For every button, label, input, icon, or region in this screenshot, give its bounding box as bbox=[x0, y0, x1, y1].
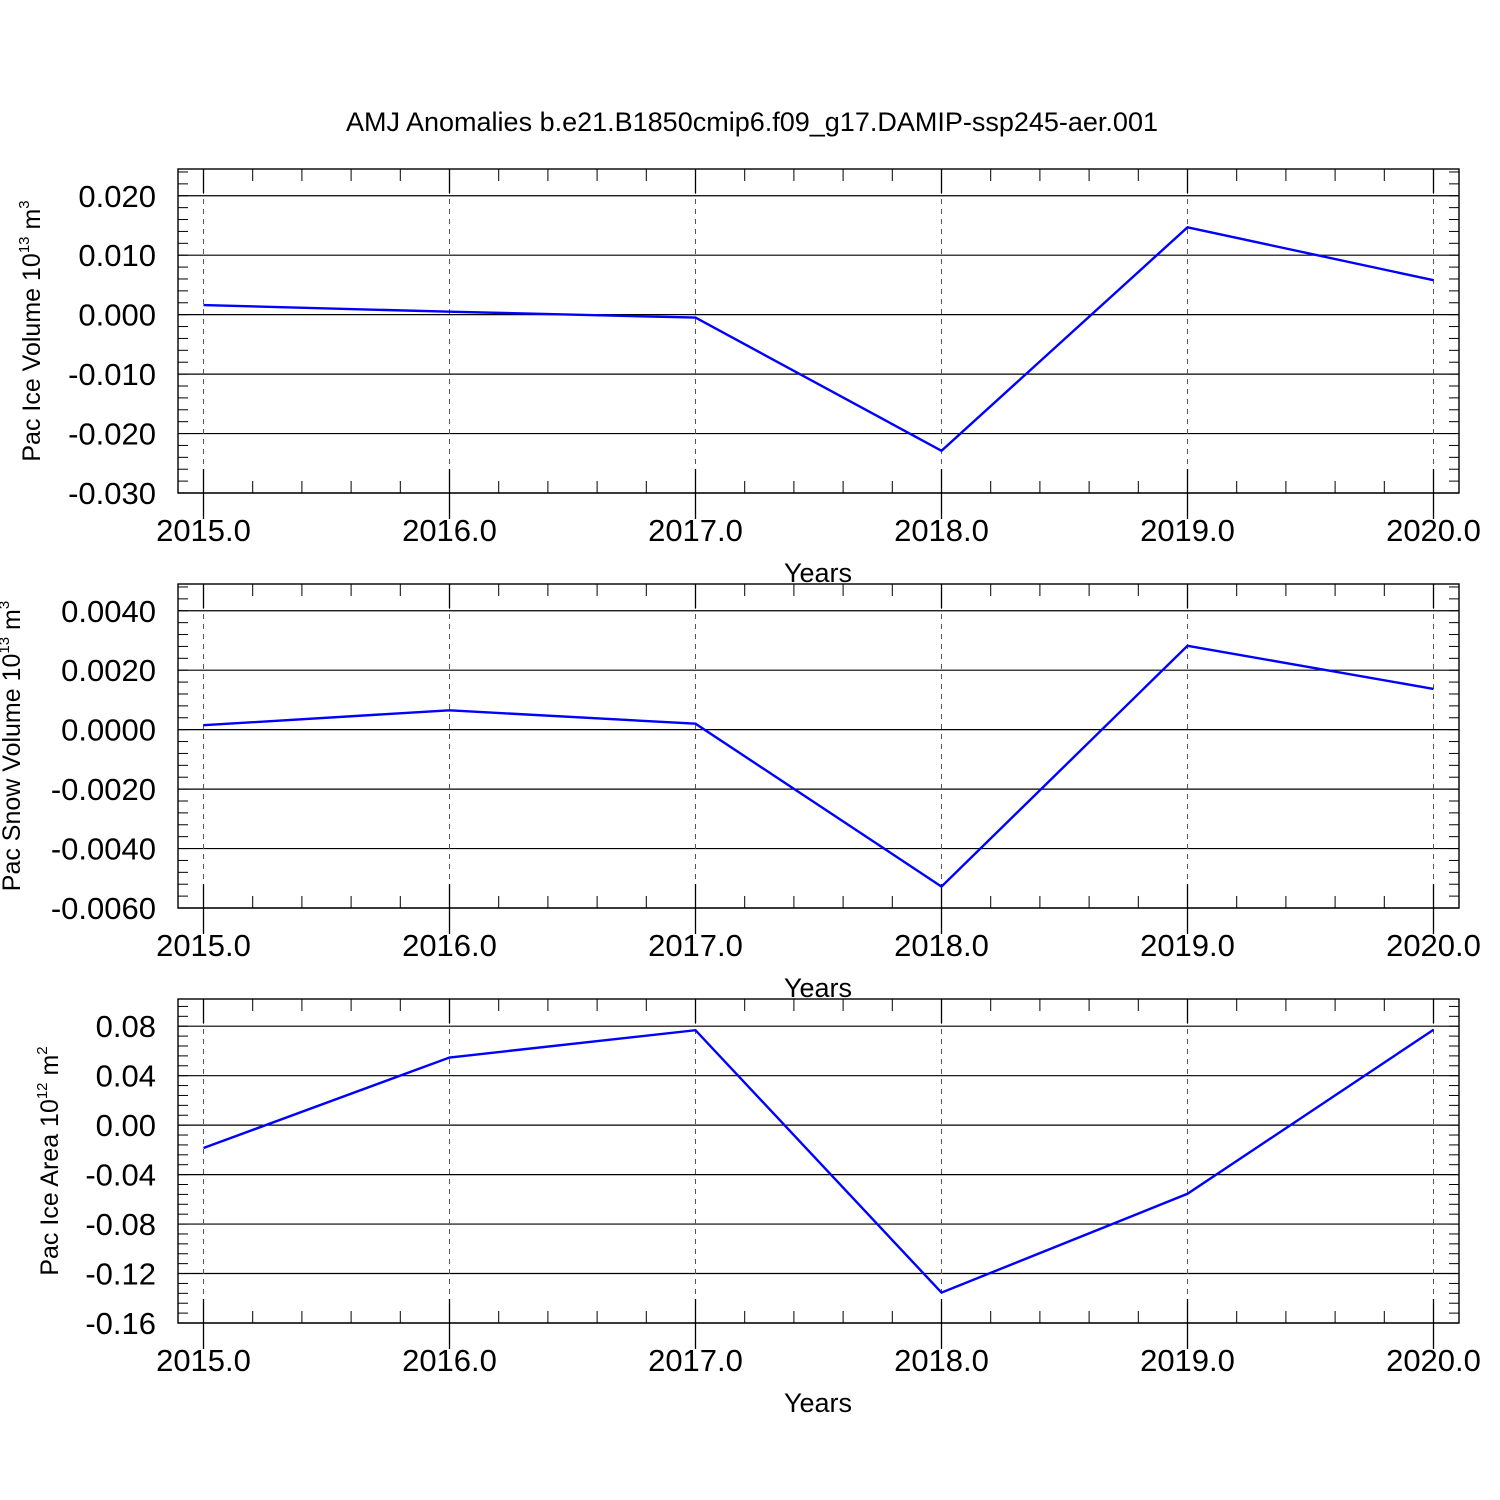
y-tick-label: 0.08 bbox=[96, 1009, 156, 1044]
y-tick-label: 0.020 bbox=[78, 179, 156, 214]
x-axis-label: Years bbox=[784, 558, 852, 588]
y-tick-label: -0.0020 bbox=[51, 772, 156, 807]
x-tick-label: 2015.0 bbox=[156, 928, 251, 963]
x-tick-label: 2020.0 bbox=[1386, 513, 1481, 548]
y-axis-label-text: Pac Ice Volume 10 bbox=[18, 253, 46, 461]
x-tick-label: 2015.0 bbox=[156, 513, 251, 548]
x-tick-label: 2016.0 bbox=[402, 928, 497, 963]
x-tick-label: 2019.0 bbox=[1140, 928, 1235, 963]
y-axis-label-unit: m bbox=[0, 609, 26, 637]
y-tick-label: -0.0060 bbox=[51, 891, 156, 926]
y-axis-label-exponent: 13 bbox=[0, 637, 13, 654]
y-tick-label: -0.030 bbox=[68, 476, 156, 511]
y-tick-label: 0.0000 bbox=[61, 713, 156, 748]
y-tick-label: 0.0020 bbox=[61, 653, 156, 688]
y-tick-label: -0.08 bbox=[85, 1207, 156, 1242]
y-tick-label: -0.16 bbox=[85, 1306, 156, 1341]
y-tick-label: -0.010 bbox=[68, 357, 156, 392]
y-tick-label: -0.0040 bbox=[51, 832, 156, 867]
x-tick-label: 2017.0 bbox=[648, 928, 743, 963]
x-tick-label: 2019.0 bbox=[1140, 1343, 1235, 1378]
series-line bbox=[203, 644, 1434, 889]
y-axis-label-text: Pac Ice Area 10 bbox=[36, 1099, 64, 1276]
y-tick-label: 0.010 bbox=[78, 238, 156, 273]
y-axis-label-unit-exponent: 2 bbox=[34, 1046, 51, 1054]
panel-snow-volume: 0.00400.00200.0000-0.0020-0.0040-0.00602… bbox=[0, 583, 1481, 1003]
y-axis-label-exponent: 13 bbox=[16, 236, 33, 253]
y-axis-label: Pac Ice Volume 1013 m3 bbox=[16, 200, 46, 461]
x-tick-label: 2015.0 bbox=[156, 1343, 251, 1378]
y-axis-label-unit-exponent: 3 bbox=[16, 200, 33, 208]
x-tick-label: 2018.0 bbox=[894, 1343, 989, 1378]
y-axis-label-unit: m bbox=[36, 1055, 64, 1083]
y-axis-label-exponent: 12 bbox=[34, 1082, 51, 1099]
x-axis-label: Years bbox=[784, 1388, 852, 1418]
y-axis-label: Pac Snow Volume 1013 m3 bbox=[0, 601, 26, 891]
y-tick-label: 0.04 bbox=[96, 1059, 156, 1094]
x-tick-label: 2016.0 bbox=[402, 513, 497, 548]
y-axis-label: Pac Ice Area 1012 m2 bbox=[34, 1046, 64, 1275]
x-tick-label: 2017.0 bbox=[648, 513, 743, 548]
y-tick-label: 0.0040 bbox=[61, 594, 156, 629]
x-tick-label: 2018.0 bbox=[894, 513, 989, 548]
y-tick-label: -0.04 bbox=[85, 1158, 156, 1193]
x-axis-label: Years bbox=[784, 973, 852, 1003]
x-tick-label: 2020.0 bbox=[1386, 1343, 1481, 1378]
x-tick-label: 2017.0 bbox=[648, 1343, 743, 1378]
y-tick-label: -0.020 bbox=[68, 417, 156, 452]
x-tick-label: 2018.0 bbox=[894, 928, 989, 963]
y-axis-label-unit-exponent: 3 bbox=[0, 601, 13, 609]
plot-frame bbox=[177, 168, 1460, 494]
y-tick-label: 0.000 bbox=[78, 298, 156, 333]
y-axis-label-text: Pac Snow Volume 10 bbox=[0, 654, 26, 892]
series-line bbox=[203, 1028, 1435, 1295]
x-tick-label: 2020.0 bbox=[1386, 928, 1481, 963]
y-tick-label: 0.00 bbox=[96, 1108, 156, 1143]
x-tick-label: 2016.0 bbox=[402, 1343, 497, 1378]
series-line bbox=[203, 225, 1434, 453]
y-axis-label-unit: m bbox=[18, 209, 46, 237]
y-tick-label: -0.12 bbox=[85, 1257, 156, 1292]
plot-frame bbox=[177, 583, 1460, 909]
figure-title: AMJ Anomalies b.e21.B1850cmip6.f09_g17.D… bbox=[346, 107, 1158, 137]
x-tick-label: 2019.0 bbox=[1140, 513, 1235, 548]
